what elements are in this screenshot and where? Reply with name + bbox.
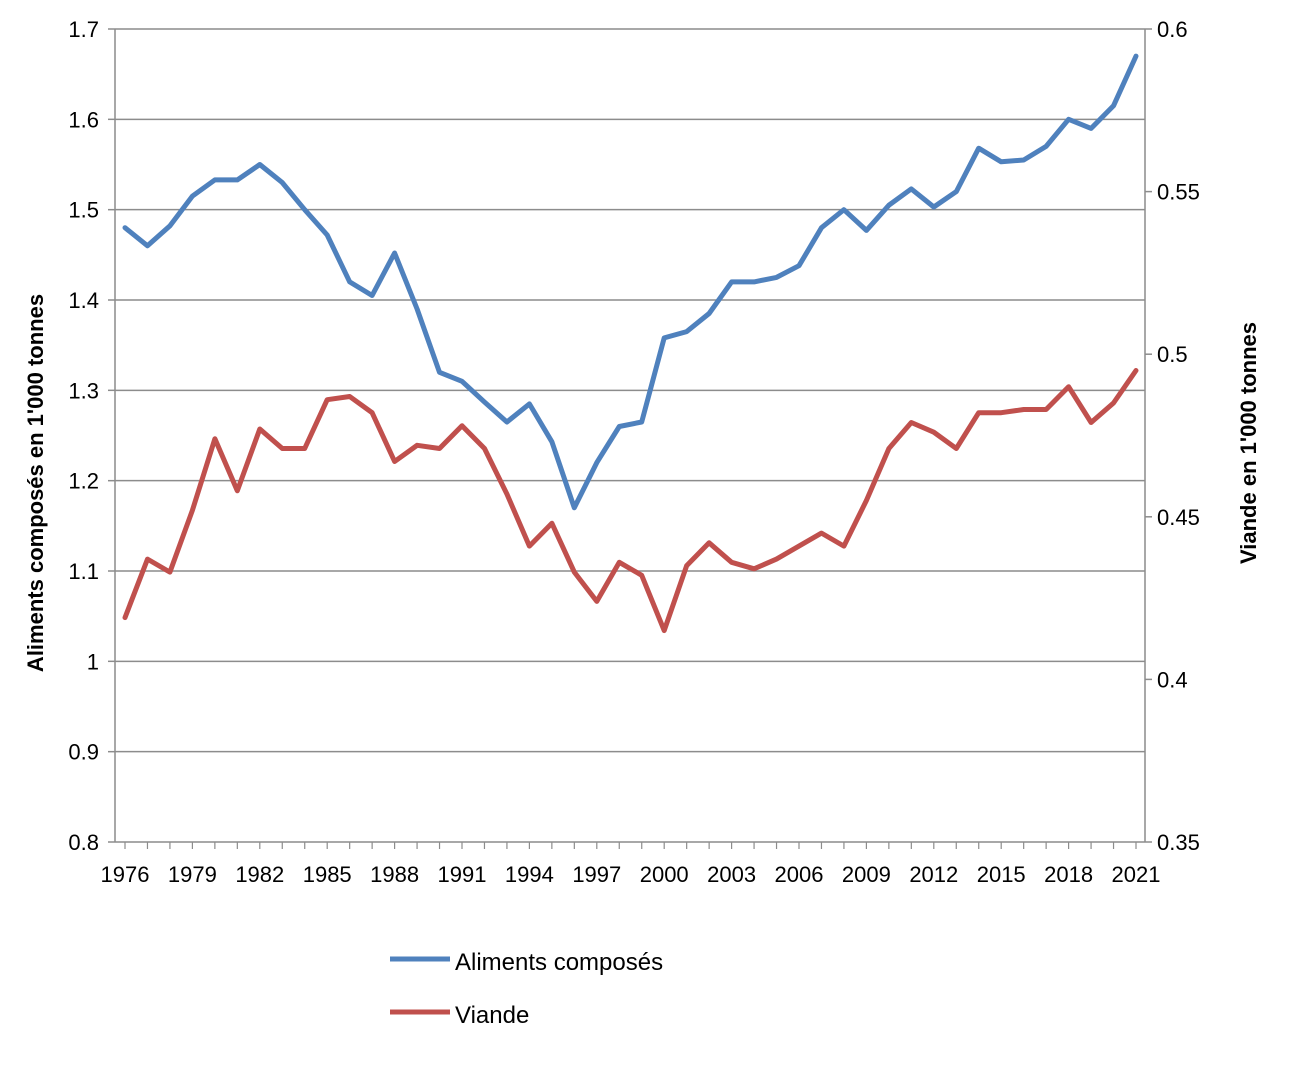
x-ticks: 1976 1979 1982 1985 1988 1991 1994 1997 2000 2003…	[101, 842, 1161, 887]
x-tick-label: 2006	[775, 862, 824, 887]
right-axis-title: Viande en 1'000 tonnes	[1236, 322, 1261, 564]
x-tick-label: 1994	[505, 862, 554, 887]
right-tick-label: 0.6	[1157, 17, 1188, 42]
left-axis-title: Aliments composés en 1'000 tonnes	[23, 294, 48, 672]
left-tick-label: 1.7	[68, 17, 99, 42]
left-tick-label: 1	[87, 649, 99, 674]
right-tick-label: 0.35	[1157, 830, 1200, 855]
right-tick-label: 0.4	[1157, 667, 1188, 692]
x-tick-label: 2021	[1112, 862, 1161, 887]
left-tick-label: 1.6	[68, 107, 99, 132]
x-tick-label: 2000	[640, 862, 689, 887]
series-lines	[122, 53, 1139, 634]
left-tick-label: 1.3	[68, 378, 99, 403]
legend-label-viande: Viande	[455, 1002, 529, 1029]
x-tick-label: 1988	[370, 862, 419, 887]
x-tick-label: 1976	[101, 862, 150, 887]
x-tick-label: 1997	[572, 862, 621, 887]
legend: Aliments composés Viande	[390, 949, 663, 1029]
x-tick-label: 2015	[977, 862, 1026, 887]
right-tick-label: 0.55	[1157, 180, 1200, 205]
x-tick-label: 2018	[1044, 862, 1093, 887]
x-tick-label: 2003	[707, 862, 756, 887]
x-tick-label: 1979	[168, 862, 217, 887]
axes	[114, 29, 1146, 843]
left-tick-label: 0.8	[68, 830, 99, 855]
left-tick-label: 1.1	[68, 559, 99, 584]
right-tick-label: 0.45	[1157, 505, 1200, 530]
x-tick-label: 1982	[235, 862, 284, 887]
left-tick-label: 1.4	[68, 288, 99, 313]
series-line-viande	[122, 368, 1139, 634]
legend-label-aliments: Aliments composés	[455, 949, 663, 976]
right-y-ticks: 0.35 0.4 0.45 0.5 0.55 0.6	[1145, 17, 1200, 855]
x-tick-label: 1991	[438, 862, 487, 887]
series-line-aliments-composes	[122, 53, 1139, 511]
x-tick-label: 1985	[303, 862, 352, 887]
left-tick-label: 0.9	[68, 740, 99, 765]
left-tick-label: 1.2	[68, 469, 99, 494]
gridlines	[115, 28, 1145, 753]
left-tick-label: 1.5	[68, 198, 99, 223]
x-tick-label: 2012	[909, 862, 958, 887]
x-tick-label: 2009	[842, 862, 891, 887]
right-tick-label: 0.5	[1157, 342, 1188, 367]
left-y-ticks: 0.8 0.9 1 1.1 1.2 1.3 1.4 1.5 1.6 1.7	[68, 17, 115, 855]
